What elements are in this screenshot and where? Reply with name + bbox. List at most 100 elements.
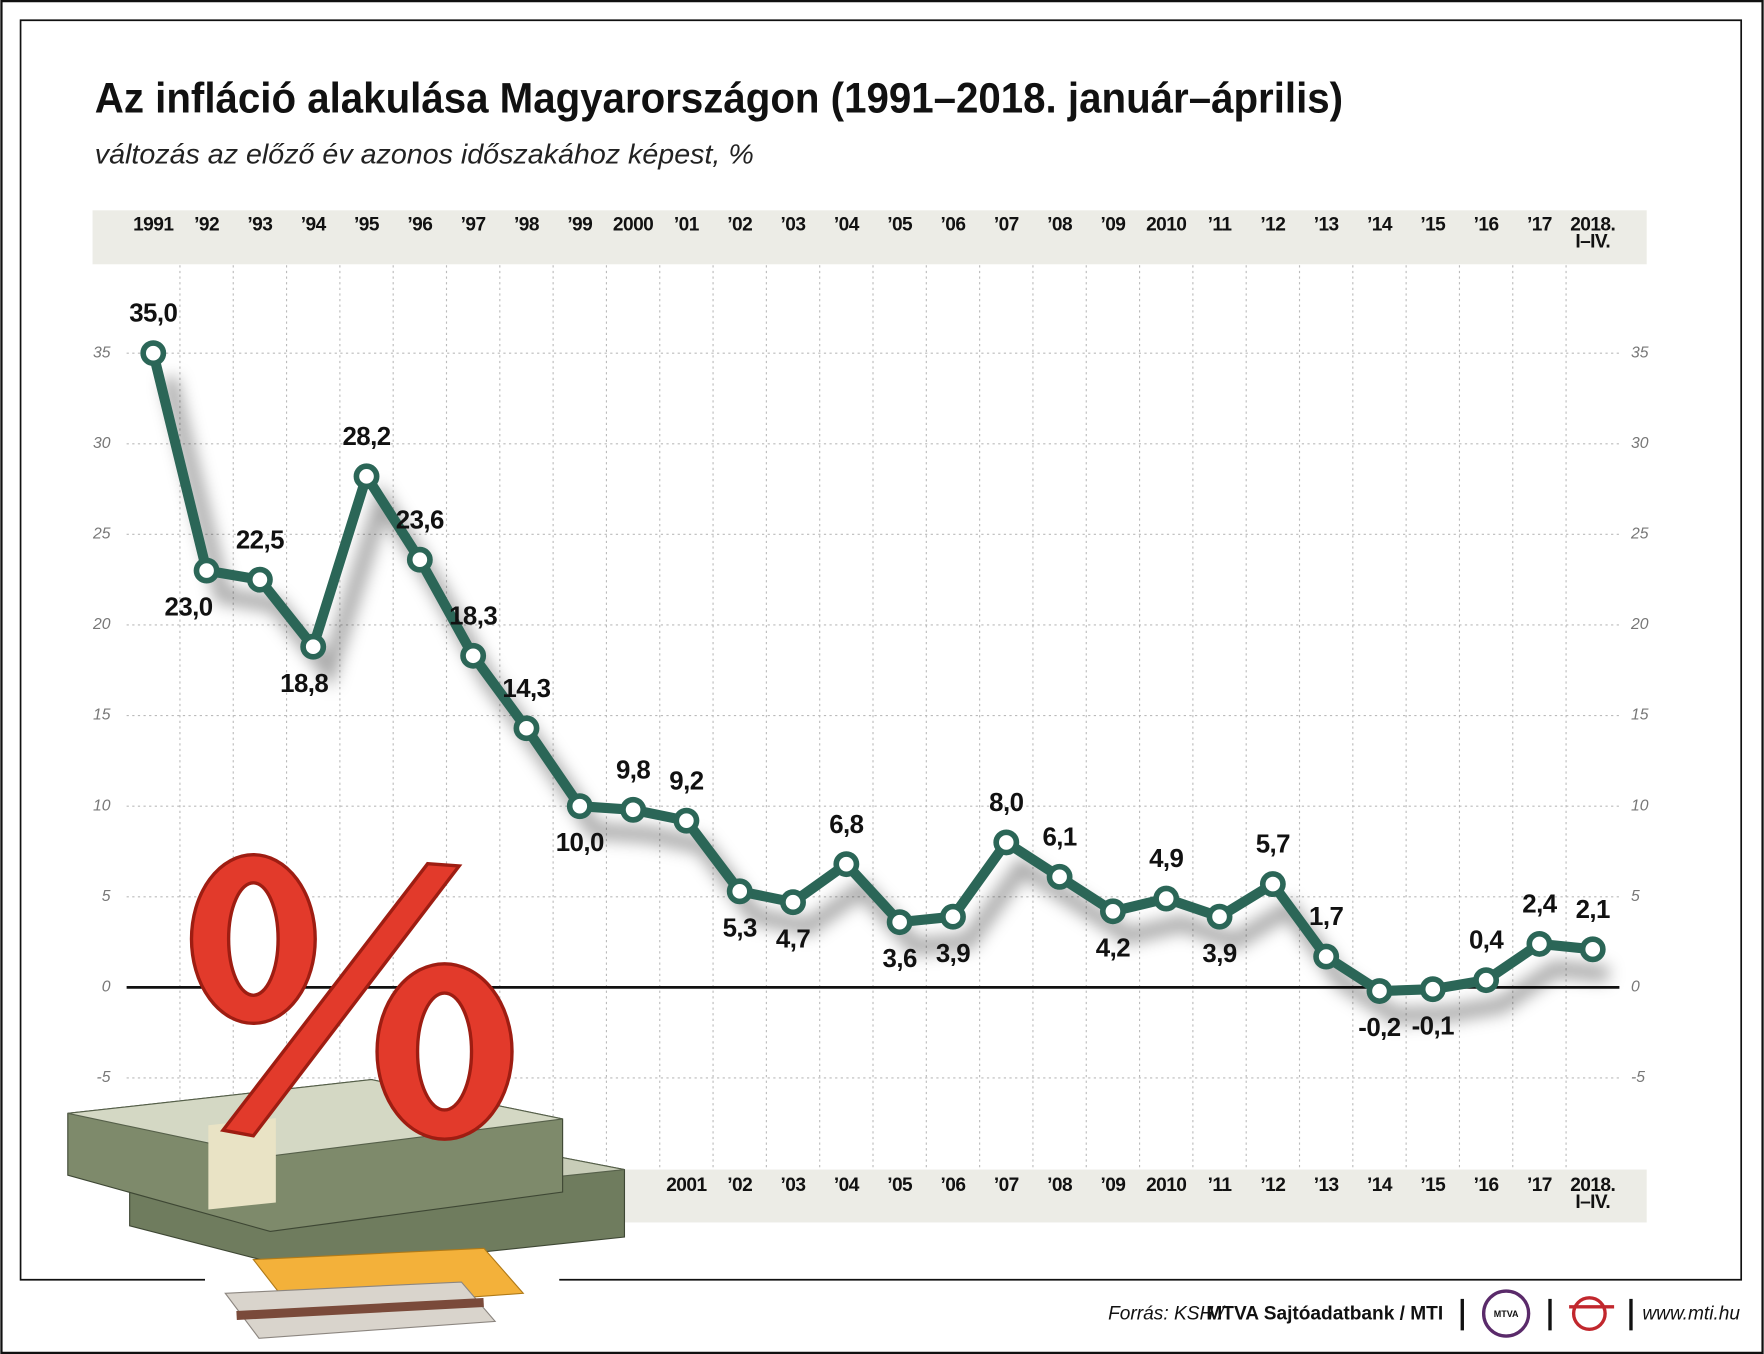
marker (513, 715, 540, 742)
value-label: 14,3 (502, 675, 550, 703)
marker (1099, 898, 1126, 925)
band (208, 1118, 276, 1210)
value-label: 35,0 (129, 300, 177, 328)
x-tick-label-bottom-box: ’07 (994, 1176, 1019, 1194)
x-tick-label-box: ’06 (941, 216, 966, 234)
y-tick-label-right: 5 (1631, 888, 1640, 905)
x-tick-label-box: ’15 (1420, 215, 1446, 236)
x-tick-label: ’05 (887, 215, 913, 236)
x-tick-label-box: ’98 (514, 216, 539, 234)
x-tick-label-bottom-box: ’02 (727, 1176, 753, 1196)
value-label: 9,2 (669, 767, 703, 795)
x-tick-label-bottom: ’06 (940, 1176, 966, 1196)
y-tick-label: 5 (102, 888, 111, 905)
source: MTVA Sajtóadatbank / MTI (1206, 1304, 1443, 1325)
value-label: -0,1 (1412, 1012, 1454, 1040)
x-tick-label-bottom-box: ’15 (1420, 1176, 1446, 1196)
x-tick-label-bottom: 2010 (1146, 1176, 1187, 1196)
x-tick-label: ’03 (780, 215, 806, 236)
marker (353, 463, 380, 490)
x-tick-label-box: ’99 (567, 216, 592, 234)
value-label: 23,0 (165, 594, 213, 622)
marker (886, 909, 913, 936)
value-label: 18,8 (280, 670, 328, 698)
x-tick-label: ’02 (727, 215, 753, 236)
x-tick-label-bottom: ’04 (833, 1176, 859, 1196)
marker (246, 566, 273, 593)
x-tick-label-box: ’05 (887, 215, 913, 236)
marker (993, 829, 1020, 856)
x-tick-label-box: ’92 (194, 215, 220, 236)
x-tick-label: 2018. I–IV. (1570, 215, 1616, 252)
x-tick-label-bottom: ’13 (1313, 1176, 1339, 1196)
y-tick-label: -5 (97, 1069, 111, 1086)
marker (1526, 930, 1553, 957)
x-tick-label-bottom-box: ’11 (1207, 1176, 1232, 1196)
x-tick-label-box: ’01 (673, 215, 699, 236)
x-tick-label: ’17 (1526, 215, 1552, 236)
marker (1473, 967, 1500, 994)
x-tick-label-bottom-box: ’03 (780, 1176, 806, 1196)
x-tick-label-bottom-box: 2001 (666, 1176, 707, 1196)
y-tick-label: 35 (93, 344, 111, 361)
y-tick-label-right: 30 (1631, 435, 1649, 452)
value-label: 4,2 (1096, 934, 1130, 962)
x-tick-label: ’16 (1473, 215, 1499, 236)
x-tick-label-box: ’17 (1526, 215, 1552, 236)
x-tick-label-box: ’96 (407, 215, 433, 236)
value-label: 3,9 (1202, 940, 1236, 968)
x-tick-label-box: ’14 (1367, 216, 1392, 234)
y-tick-label-right: 20 (1630, 616, 1649, 633)
logo-circle (1481, 1289, 1531, 1338)
x-tick-label-bottom: ’02 (727, 1176, 753, 1196)
x-tick-label: ’01 (673, 215, 699, 236)
source-prefix: Forrás: KSH / (1108, 1304, 1225, 1325)
money-illustration (67, 852, 626, 1339)
x-tick-label: ’13 (1313, 215, 1339, 236)
marker (780, 889, 806, 916)
x-tick-label-bottom-box: ’16 (1473, 1176, 1499, 1196)
x-tick-label-bottom: ’15 (1420, 1176, 1446, 1196)
x-tick-label: ’92 (194, 215, 220, 236)
x-tick-label: ’15 (1420, 215, 1446, 236)
x-tick-label: ’97 (460, 215, 486, 236)
x-tick-label-box: ’13 (1313, 215, 1339, 236)
x-tick-label-bottom-box: ’14 (1367, 1176, 1392, 1196)
value-label: 0,4 (1469, 927, 1504, 955)
x-tick-label-bottom-box: ’06 (940, 1176, 966, 1196)
x-tick-label: ’95 (354, 215, 379, 236)
marker (1366, 978, 1393, 1004)
x-tick-label-bottom: 2001 (666, 1176, 707, 1196)
x-tick-label-bottom-box: ’12 (1260, 1176, 1286, 1196)
chart-subtitle: változás az előző év azonos időszakához … (95, 139, 754, 170)
x-tick-label: ’09 (1100, 215, 1126, 236)
chart-title: Az infláció alakulása Magyarországon (19… (95, 74, 1343, 122)
value-label: 3,9 (936, 940, 970, 968)
x-tick-label-bottom: ’03 (780, 1176, 806, 1196)
x-tick-label-bottom: ’16 (1473, 1176, 1499, 1196)
footer: Forrás: KSH / MTVA Sajtóadatbank / MTI M… (1108, 1289, 1740, 1338)
x-tick-label-bottom: ’14 (1367, 1176, 1392, 1196)
x-tick-label: ’96 (407, 215, 433, 236)
value-label: 2,1 (1576, 896, 1610, 924)
x-tick-label: 1991 (133, 215, 174, 236)
x-tick-label-box: ’04 (834, 216, 859, 234)
x-tick-label-box: ’02 (727, 215, 753, 236)
x-tick-label-bottom: ’05 (887, 1176, 913, 1196)
marker (940, 903, 966, 930)
x-tick-label-bottom: ’12 (1260, 1176, 1286, 1196)
inner-frame (19, 19, 1743, 1281)
y-tick-label-right: 15 (1631, 707, 1649, 724)
logo: MTVA (1494, 1309, 1519, 1319)
x-tick-label-bottom-box: ’17 (1527, 1176, 1552, 1194)
x-tick-label-bottom: ’11 (1207, 1176, 1232, 1196)
x-tick-label: ’12 (1260, 215, 1286, 236)
marker (1579, 936, 1606, 963)
marker (460, 642, 487, 669)
x-tick-label-box: ’12 (1260, 215, 1286, 236)
y-tick-label-right: 25 (1630, 526, 1649, 543)
marker (1206, 903, 1233, 930)
x-tick-label-bottom-box: ’04 (833, 1176, 859, 1196)
value-label: 4,9 (1149, 845, 1183, 873)
x-tick-label-box: ’03 (780, 215, 806, 236)
